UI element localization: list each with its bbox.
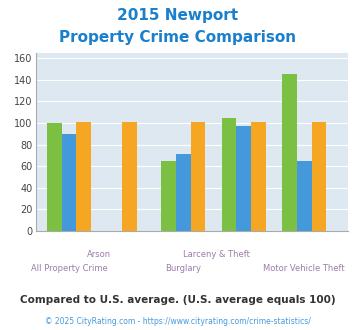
Text: 2015 Newport: 2015 Newport [117,8,238,23]
Bar [176,154,191,231]
Bar [76,122,91,231]
Bar [62,134,76,231]
Bar [47,123,62,231]
Bar [236,126,251,231]
Text: Property Crime Comparison: Property Crime Comparison [59,30,296,45]
Text: © 2025 CityRating.com - https://www.cityrating.com/crime-statistics/: © 2025 CityRating.com - https://www.city… [45,317,310,326]
Bar [191,122,206,231]
Text: Larceny & Theft: Larceny & Theft [184,250,250,259]
Bar [282,74,297,231]
Bar [251,122,266,231]
Legend: Newport, Minnesota, National: Newport, Minnesota, National [26,329,280,330]
Bar [122,122,137,231]
Text: Motor Vehicle Theft: Motor Vehicle Theft [263,264,345,273]
Text: Burglary: Burglary [165,264,201,273]
Bar [297,161,312,231]
Bar [161,161,176,231]
Text: Compared to U.S. average. (U.S. average equals 100): Compared to U.S. average. (U.S. average … [20,295,335,305]
Bar [312,122,326,231]
Text: All Property Crime: All Property Crime [31,264,108,273]
Bar [222,117,236,231]
Text: Arson: Arson [87,250,111,259]
